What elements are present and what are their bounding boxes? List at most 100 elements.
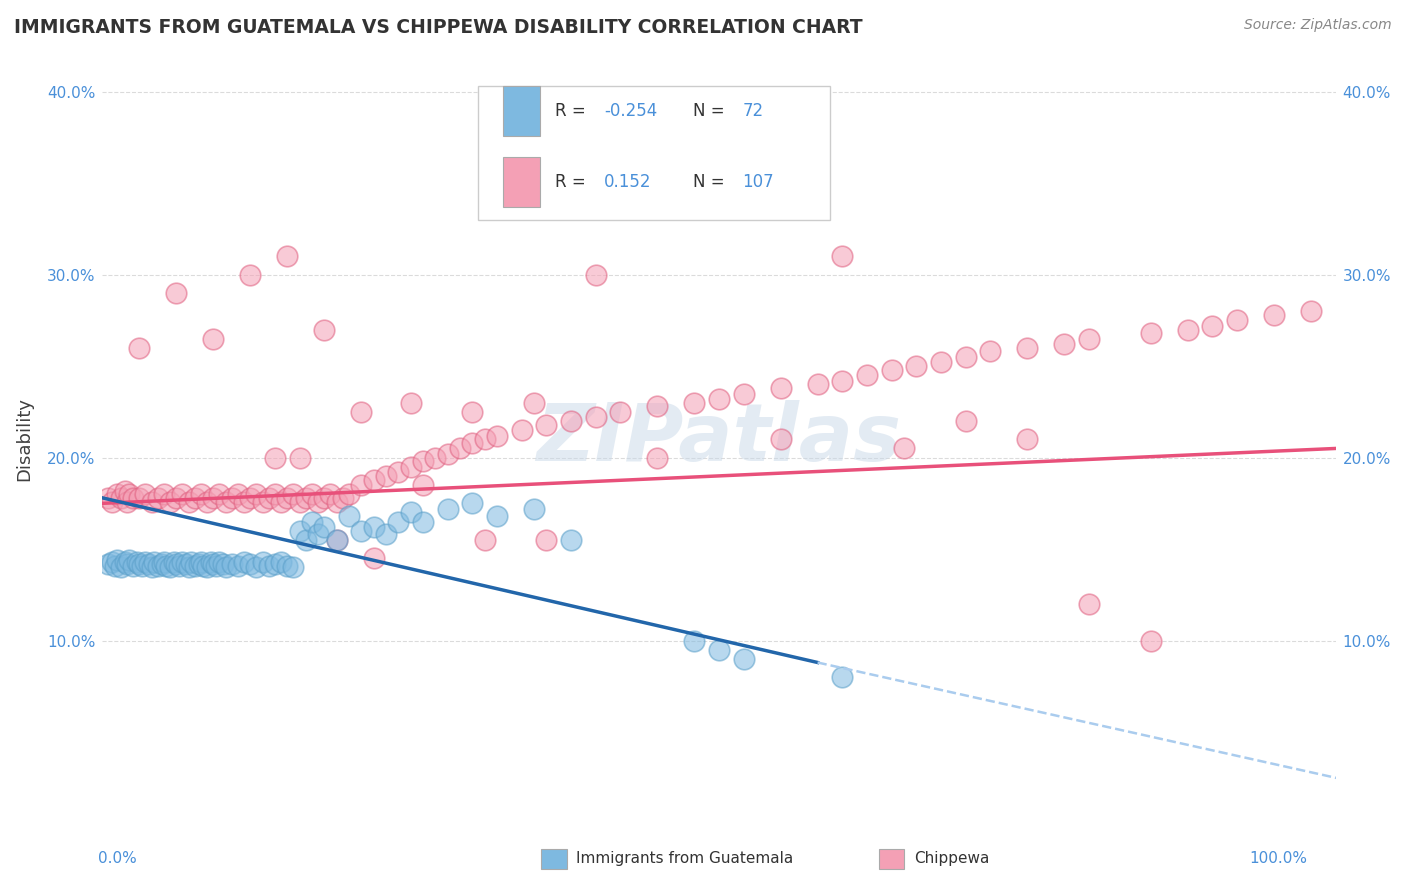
Point [270, 494, 292, 508]
Point [138, 557, 160, 571]
Point [301, 487, 323, 501]
Point [412, 454, 434, 468]
Point [363, 551, 385, 566]
Point [172, 487, 194, 501]
Point [831, 374, 853, 388]
Point [190, 555, 212, 569]
Point [105, 553, 128, 567]
Point [204, 558, 226, 573]
Point [202, 557, 225, 571]
Point [159, 494, 181, 508]
Point [174, 557, 197, 571]
Point [104, 558, 127, 573]
Point [399, 395, 422, 409]
Point [1053, 337, 1076, 351]
Point [1017, 341, 1039, 355]
Point [195, 494, 218, 508]
Point [264, 487, 287, 501]
Text: 107: 107 [742, 172, 773, 191]
Point [363, 473, 385, 487]
Point [1139, 326, 1161, 341]
Point [314, 322, 336, 336]
Point [200, 555, 222, 569]
Point [523, 501, 546, 516]
Point [807, 377, 830, 392]
Point [560, 414, 582, 428]
Point [239, 557, 262, 571]
Point [449, 442, 471, 456]
Point [769, 433, 792, 447]
Point [332, 491, 354, 505]
Y-axis label: Disability: Disability [15, 397, 32, 482]
Point [375, 469, 398, 483]
Text: R =: R = [555, 102, 591, 120]
Point [536, 533, 558, 547]
Point [1077, 597, 1099, 611]
Point [212, 557, 235, 571]
Point [114, 555, 136, 569]
Point [831, 249, 853, 263]
Point [387, 465, 409, 479]
Point [295, 491, 318, 505]
Text: 0.0%: 0.0% [98, 851, 138, 865]
Point [461, 405, 484, 419]
Point [485, 428, 508, 442]
Point [307, 527, 329, 541]
Point [425, 450, 447, 465]
Point [314, 491, 336, 505]
Point [523, 395, 546, 409]
Point [221, 557, 243, 571]
Point [122, 491, 145, 505]
Point [146, 558, 169, 573]
Point [221, 491, 243, 505]
Point [645, 450, 668, 465]
Point [208, 487, 231, 501]
Point [245, 560, 267, 574]
Point [239, 268, 262, 282]
Point [337, 487, 360, 501]
Point [208, 555, 231, 569]
Point [707, 392, 730, 406]
Point [609, 405, 631, 419]
Point [979, 344, 1001, 359]
Point [118, 553, 141, 567]
Point [831, 670, 853, 684]
Point [155, 558, 177, 573]
Point [143, 555, 166, 569]
Point [325, 533, 347, 547]
Point [165, 491, 187, 505]
Point [202, 491, 225, 505]
Point [252, 555, 274, 569]
Point [187, 557, 209, 571]
Point [436, 447, 458, 461]
Point [141, 494, 163, 508]
Point [252, 494, 274, 508]
Point [461, 496, 484, 510]
Point [134, 487, 156, 501]
Text: N =: N = [693, 102, 730, 120]
Point [128, 557, 150, 571]
Point [128, 491, 150, 505]
Point [474, 433, 496, 447]
Point [314, 520, 336, 534]
Point [101, 494, 124, 508]
Point [114, 483, 136, 498]
Point [461, 436, 484, 450]
Point [180, 555, 202, 569]
Point [110, 491, 132, 505]
Point [283, 560, 305, 574]
Point [955, 350, 977, 364]
Text: Immigrants from Guatemala: Immigrants from Guatemala [576, 851, 794, 865]
Point [105, 487, 128, 501]
Point [288, 450, 311, 465]
Point [683, 633, 706, 648]
Point [1017, 433, 1039, 447]
Point [436, 501, 458, 516]
Text: 100.0%: 100.0% [1250, 851, 1308, 865]
Point [165, 557, 187, 571]
FancyBboxPatch shape [478, 86, 830, 220]
Point [412, 515, 434, 529]
Point [153, 555, 176, 569]
Point [399, 506, 422, 520]
Point [307, 494, 329, 508]
